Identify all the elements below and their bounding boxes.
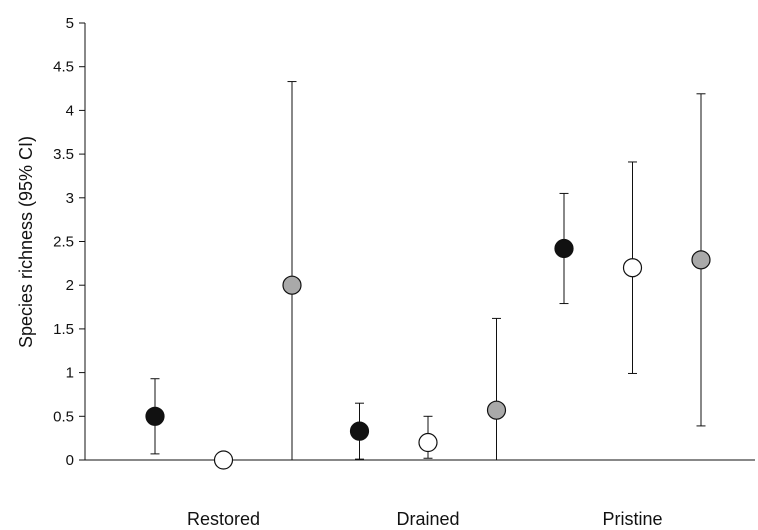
error-bars — [150, 81, 706, 461]
y-tick-label: 0.5 — [53, 408, 74, 425]
y-tick-label: 5 — [66, 15, 74, 32]
category-label: Pristine — [602, 509, 662, 529]
data-point — [349, 421, 370, 441]
y-axis-ticks: 0 0.5 1 1.5 2 2.5 3 3.5 4 4.5 5 — [53, 15, 85, 469]
data-point — [622, 258, 643, 278]
data-point — [691, 250, 711, 270]
data-points — [145, 238, 711, 470]
y-tick-label: 0 — [66, 452, 74, 469]
y-tick-label: 4 — [66, 102, 74, 119]
data-point — [486, 400, 507, 420]
y-tick-label: 4.5 — [53, 59, 74, 76]
axes — [84, 23, 755, 461]
data-point — [418, 432, 438, 453]
y-axis-title: Species richness (95% CI) — [16, 136, 36, 348]
y-tick-label: 3.5 — [53, 146, 74, 163]
y-tick-label: 1.5 — [53, 321, 74, 338]
data-point — [554, 238, 574, 259]
y-tick-label: 1 — [66, 365, 74, 382]
category-label: Restored — [187, 509, 260, 529]
category-labels: Restored Drained Pristine — [187, 509, 663, 529]
data-point — [282, 275, 302, 295]
y-tick-label: 3 — [66, 190, 74, 207]
data-point — [213, 450, 234, 470]
y-tick-label: 2 — [66, 277, 74, 294]
y-tick-label: 2.5 — [53, 234, 74, 251]
category-label: Drained — [396, 509, 459, 529]
data-point — [145, 406, 165, 426]
